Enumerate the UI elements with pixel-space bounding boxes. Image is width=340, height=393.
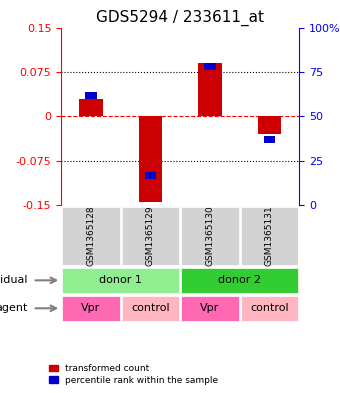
Text: donor 1: donor 1: [99, 275, 142, 285]
Text: donor 2: donor 2: [218, 275, 261, 285]
FancyBboxPatch shape: [241, 207, 298, 265]
Text: GSM1365131: GSM1365131: [265, 206, 274, 266]
Bar: [198, 63, 222, 116]
FancyBboxPatch shape: [122, 296, 179, 321]
FancyBboxPatch shape: [62, 268, 179, 293]
FancyBboxPatch shape: [241, 296, 298, 321]
Text: Vpr: Vpr: [200, 303, 220, 313]
Bar: [138, 116, 162, 202]
Text: GSM1365129: GSM1365129: [146, 206, 155, 266]
Bar: [264, 136, 275, 143]
Bar: [204, 63, 216, 70]
Legend: transformed count, percentile rank within the sample: transformed count, percentile rank withi…: [45, 360, 222, 389]
FancyBboxPatch shape: [182, 207, 239, 265]
Text: agent: agent: [0, 303, 28, 313]
Text: Vpr: Vpr: [81, 303, 101, 313]
Text: GSM1365130: GSM1365130: [205, 206, 215, 266]
FancyBboxPatch shape: [122, 207, 179, 265]
Bar: [79, 99, 103, 116]
FancyBboxPatch shape: [62, 296, 120, 321]
Text: individual: individual: [0, 275, 28, 285]
Title: GDS5294 / 233611_at: GDS5294 / 233611_at: [96, 10, 264, 26]
FancyBboxPatch shape: [182, 296, 239, 321]
Text: control: control: [250, 303, 289, 313]
FancyBboxPatch shape: [62, 207, 120, 265]
Text: control: control: [131, 303, 170, 313]
Bar: [85, 92, 97, 99]
Bar: [144, 172, 156, 179]
Bar: [257, 116, 281, 134]
Text: GSM1365128: GSM1365128: [86, 206, 96, 266]
FancyBboxPatch shape: [182, 268, 298, 293]
